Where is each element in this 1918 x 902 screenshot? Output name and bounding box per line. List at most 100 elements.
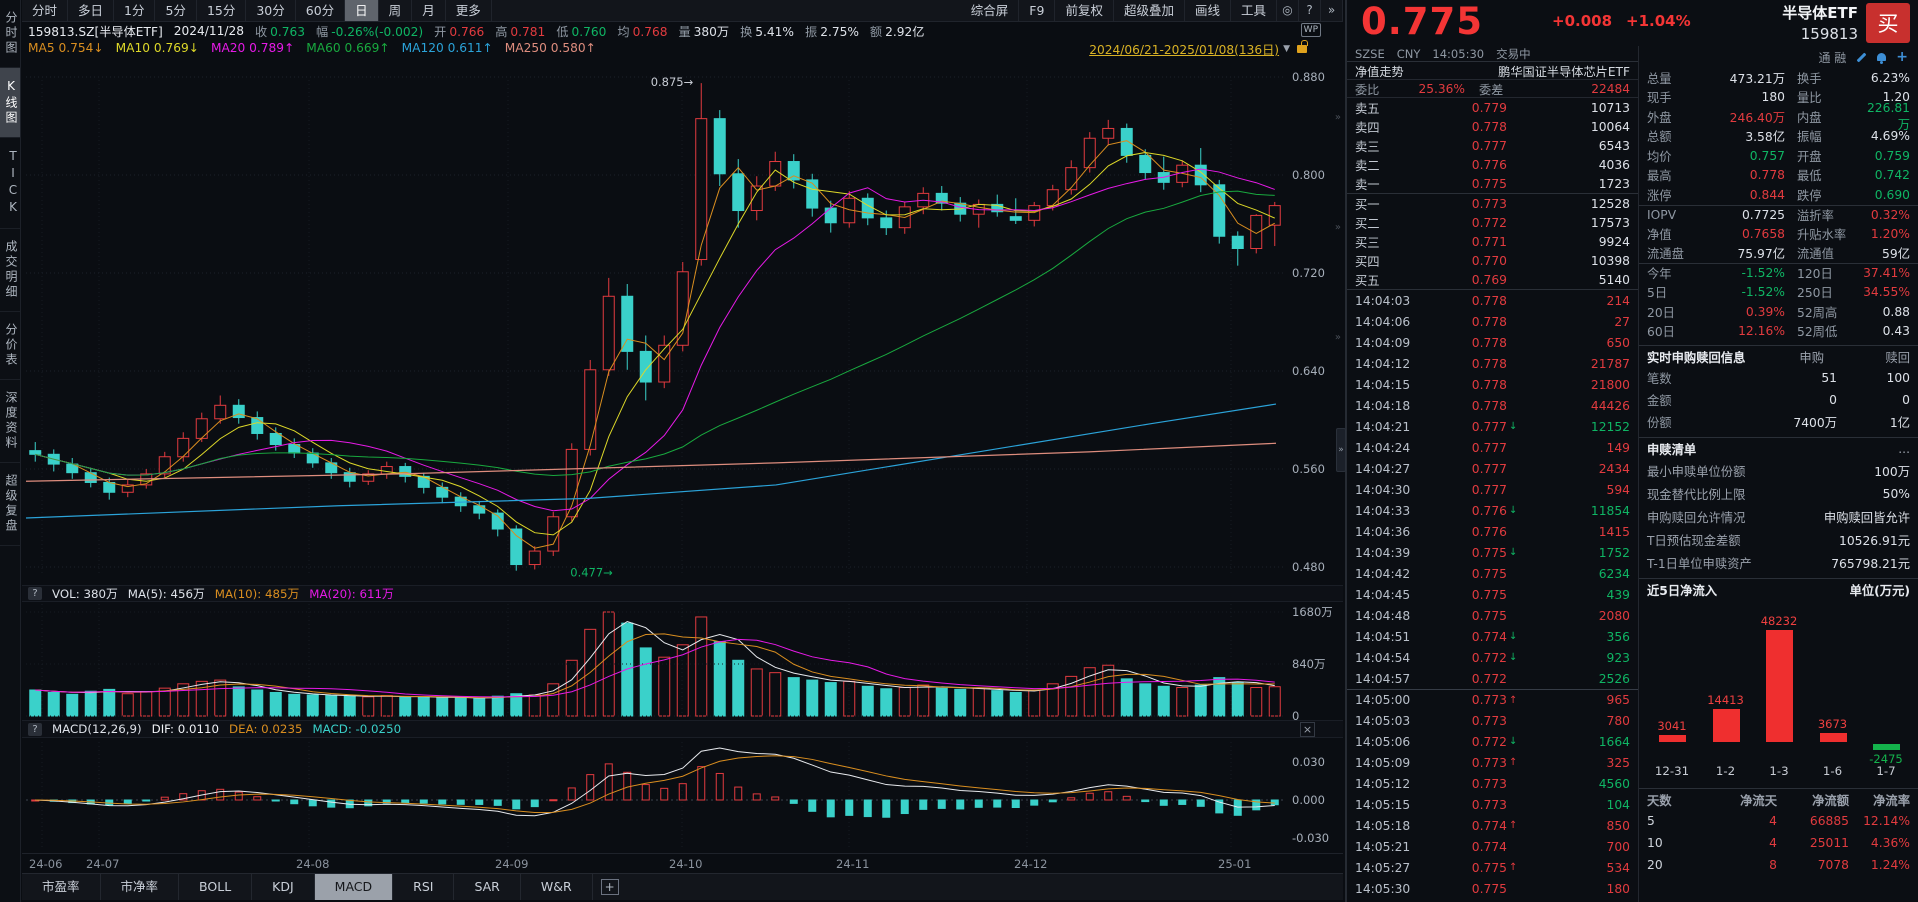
- kline-chart[interactable]: 0.880 0.800 0.720 0.640 0.560 0.480 0.875→ 0.47…: [22, 56, 1343, 853]
- sidebar-item-4[interactable]: 分价表: [0, 312, 20, 380]
- indicator-tab-W&R[interactable]: W&R: [521, 874, 593, 900]
- period-tab-60分[interactable]: 60分: [296, 0, 346, 21]
- stat-label: IOPV: [1647, 207, 1677, 222]
- tick-row: 14:05:00 0.773 ↑ 965: [1347, 689, 1638, 710]
- period-tab-周[interactable]: 周: [379, 0, 413, 21]
- period-tab-日[interactable]: 日: [345, 0, 379, 21]
- ask-row[interactable]: 卖二 0.776 4036: [1347, 155, 1638, 174]
- more-chevrons-icon[interactable]: »: [1321, 0, 1343, 21]
- ask-row[interactable]: 卖五 0.779 10713: [1347, 98, 1638, 117]
- stat-value: 4.69%: [1870, 129, 1910, 144]
- tick-row: 14:05:21 0.774 700: [1347, 836, 1638, 857]
- sidebar-item-5[interactable]: 深度资料: [0, 380, 20, 463]
- stat-row: 现手 180 量比 1.20: [1639, 88, 1918, 108]
- more-ellipsis[interactable]: ...: [1898, 441, 1910, 456]
- stat-value: 59亿: [1882, 247, 1910, 262]
- stat-label: 溢折率: [1797, 208, 1834, 223]
- flow-bar-value: 3041: [1657, 718, 1687, 733]
- x-axis-label-24-11: 24-11: [836, 857, 870, 871]
- stat-row: 均价 0.757 开盘 0.759: [1639, 146, 1918, 166]
- flow-bar: [1819, 733, 1847, 742]
- tick-volume: 6234: [1598, 566, 1630, 581]
- tick-price: 0.773: [1471, 776, 1507, 791]
- sidebar-item-0[interactable]: 分时图: [0, 0, 20, 68]
- sub-label: 笔数: [1647, 372, 1672, 386]
- indicator-tab-市净率[interactable]: 市净率: [101, 874, 180, 900]
- bell-icon[interactable]: [1877, 53, 1887, 64]
- tool-F9[interactable]: F9: [1019, 0, 1056, 21]
- macd-header-item-2: DEA: 0.0235: [229, 722, 303, 736]
- indicator-tab-SAR[interactable]: SAR: [454, 874, 521, 900]
- bid-row[interactable]: 买一 0.773 12528: [1347, 194, 1638, 213]
- ask-row[interactable]: 卖一 0.775 1723: [1347, 174, 1638, 193]
- date-range-selector[interactable]: 2024/06/21-2025/01/08(136日) ▼: [1089, 40, 1308, 58]
- level-price: 0.773: [1471, 196, 1507, 211]
- pencil-icon[interactable]: [1856, 52, 1867, 62]
- add-indicator-tab[interactable]: +: [593, 874, 627, 900]
- tool-前复权[interactable]: 前复权: [1055, 0, 1114, 21]
- period-tab-更多[interactable]: 更多: [446, 0, 492, 21]
- sidebar-item-2[interactable]: TICK: [0, 138, 20, 229]
- nav-trend-row[interactable]: 净值走势 鹏华国证半导体芯片ETF: [1347, 62, 1638, 80]
- tick-price: 0.774: [1471, 818, 1507, 833]
- indicator-tab-BOLL[interactable]: BOLL: [179, 874, 253, 900]
- stat-row: 流通盘 75.97亿 流通值 59亿: [1639, 244, 1918, 264]
- tool-工具[interactable]: 工具: [1231, 0, 1277, 21]
- hint-icon[interactable]: ?: [28, 722, 42, 736]
- svg-text:840万: 840万: [1292, 657, 1325, 671]
- ma-item-MA5: MA5 0.754↓: [28, 41, 104, 55]
- indicator-tab-KDJ[interactable]: KDJ: [252, 874, 315, 900]
- bid-row[interactable]: 买五 0.769 5140: [1347, 270, 1638, 289]
- redeem-label: T-1日单位申赎资产: [1647, 556, 1752, 571]
- indicator-tab-MACD[interactable]: MACD: [314, 874, 394, 900]
- buy-button[interactable]: 买: [1866, 3, 1910, 43]
- tick-row: 14:04:09 0.778 650: [1347, 332, 1638, 353]
- panel-collapse-handle[interactable]: »: [1336, 428, 1346, 472]
- period-tab-5分[interactable]: 5分: [155, 0, 197, 21]
- ma-item-MA60: MA60 0.669↑: [306, 41, 390, 55]
- bid-row[interactable]: 买三 0.771 9924: [1347, 232, 1638, 251]
- period-tab-30分[interactable]: 30分: [246, 0, 296, 21]
- bid-row[interactable]: 买二 0.772 17573: [1347, 213, 1638, 232]
- sub-value-redeem: 100: [1886, 371, 1910, 385]
- unlock-icon[interactable]: [1297, 40, 1308, 53]
- price-change-pct: +1.04%: [1626, 12, 1691, 30]
- bid-row[interactable]: 买四 0.770 10398: [1347, 251, 1638, 270]
- hint-icon[interactable]: ?: [28, 587, 42, 600]
- weicha-value: 22484: [1591, 81, 1630, 96]
- tick-row: 14:04:57 0.772 2526: [1347, 668, 1638, 689]
- pane-expand-icon[interactable]: »: [1334, 112, 1341, 123]
- period-tab-1分[interactable]: 1分: [114, 0, 156, 21]
- sidebar-item-3[interactable]: 成交明细: [0, 229, 20, 312]
- info-field-label: 额: [869, 25, 883, 39]
- pane-expand-icon[interactable]: »: [1334, 222, 1341, 233]
- tool-画线[interactable]: 画线: [1185, 0, 1231, 21]
- pane-expand-icon[interactable]: »: [1334, 332, 1341, 343]
- tick-time: 14:05:09: [1355, 755, 1411, 770]
- period-tab-分时[interactable]: 分时: [22, 0, 69, 21]
- close-icon[interactable]: ×: [1300, 722, 1315, 737]
- tick-time: 14:04:09: [1355, 335, 1411, 350]
- period-tab-多日[interactable]: 多日: [68, 0, 115, 21]
- add-icon[interactable]: +: [1896, 49, 1908, 65]
- sidebar-item-1[interactable]: K线图: [0, 68, 20, 138]
- stat-value: 1.20: [1882, 90, 1910, 105]
- tool-综合屏[interactable]: 综合屏: [961, 0, 1020, 21]
- gear-icon[interactable]: ◎: [1277, 0, 1299, 21]
- chart-panes[interactable]: 0.880 0.800 0.720 0.640 0.560 0.480 0.875→ 0.47…: [22, 56, 1343, 853]
- period-tabs: 分时 多日 1分 5分 15分 30分 60分日周月更多: [22, 0, 492, 21]
- ask-row[interactable]: 卖三 0.777 6543: [1347, 136, 1638, 155]
- tool-超级叠加[interactable]: 超级叠加: [1114, 0, 1185, 21]
- indicator-tab-市盈率[interactable]: 市盈率: [22, 874, 101, 900]
- period-tab-15分[interactable]: 15分: [197, 0, 247, 21]
- info-field-value: 0.768: [632, 25, 668, 39]
- info-field-额: 额 2.92亿: [870, 22, 925, 40]
- indicator-tab-RSI[interactable]: RSI: [393, 874, 455, 900]
- ask-row[interactable]: 卖四 0.778 10064: [1347, 117, 1638, 136]
- svg-text:0.875→: 0.875→: [651, 75, 694, 89]
- sidebar-item-6[interactable]: 超级复盘: [0, 463, 20, 546]
- period-tab-月[interactable]: 月: [412, 0, 446, 21]
- tick-price: 0.776: [1471, 524, 1507, 539]
- help-icon[interactable]: ?: [1299, 0, 1321, 21]
- x-axis-label-24-08: 24-08: [296, 857, 330, 871]
